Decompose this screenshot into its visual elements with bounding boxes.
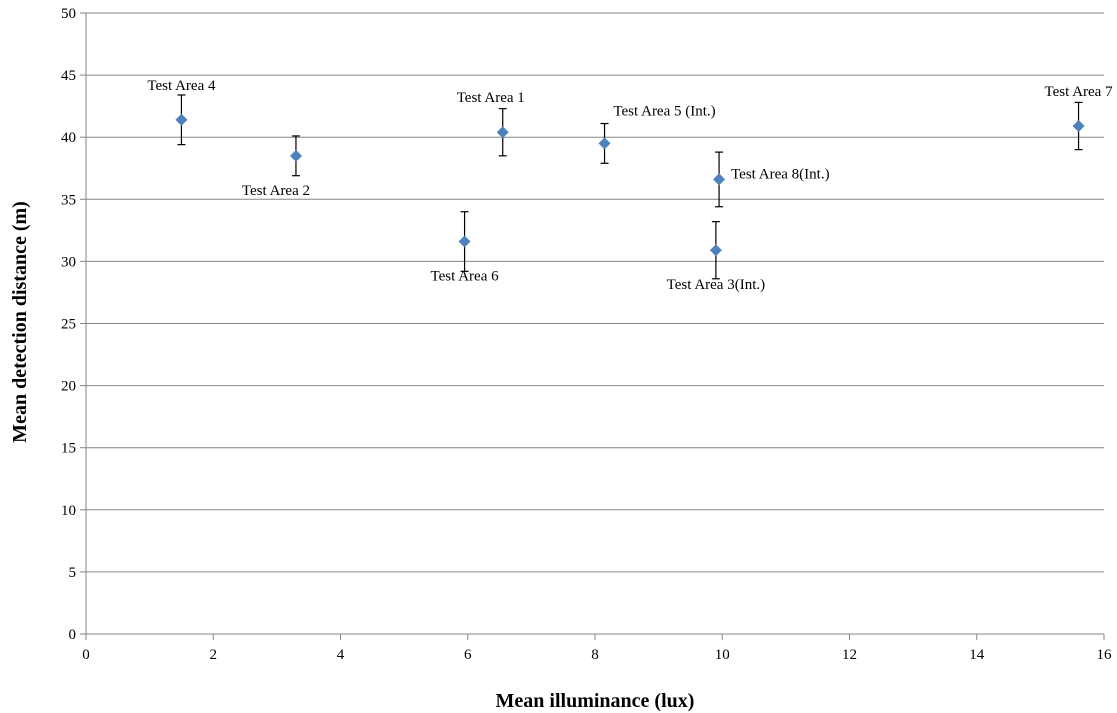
x-tick-label: 12 (842, 647, 857, 663)
data-point (496, 126, 509, 139)
y-tick-label: 30 (61, 254, 76, 270)
point-label: Test Area 4 (147, 78, 216, 94)
data-point (598, 137, 611, 150)
data-point (289, 149, 302, 162)
data-point (709, 244, 722, 257)
x-tick-label: 2 (210, 647, 218, 663)
point-label: Test Area 8(Int.) (731, 166, 830, 182)
y-tick-label: 0 (69, 627, 77, 643)
y-tick-label: 20 (61, 379, 76, 395)
y-tick-label: 15 (61, 441, 76, 457)
x-tick-label: 4 (337, 647, 345, 663)
data-point (1072, 120, 1085, 133)
point-label: Test Area 3(Int.) (667, 277, 766, 293)
point-label: Test Area 6 (431, 269, 500, 285)
y-tick-label: 25 (61, 317, 76, 333)
data-points (175, 113, 1085, 257)
y-tick-label: 10 (61, 503, 76, 519)
point-label: Test Area 7 (1045, 84, 1114, 100)
point-labels: Test Area 4 Test Area 2 Test Area 6 Test Ar… (147, 78, 1113, 293)
data-point (175, 113, 188, 126)
y-axis-title: Mean detection distance (m) (9, 201, 31, 443)
x-tick-label: 16 (1097, 647, 1113, 663)
x-tick-label: 6 (464, 647, 472, 663)
x-tick-label: 10 (715, 647, 730, 663)
y-tick-label: 45 (61, 68, 76, 84)
error-bars (177, 94, 1083, 280)
y-axis-ticks: 0 5 10 15 20 25 30 35 40 45 50 (61, 6, 86, 643)
data-point (713, 173, 726, 186)
data-point (458, 235, 471, 248)
x-axis-ticks: 0 2 4 6 8 10 12 14 16 (82, 634, 1112, 663)
y-tick-label: 40 (61, 130, 76, 146)
point-label: Test Area 2 (242, 183, 310, 199)
y-tick-label: 50 (61, 6, 76, 22)
point-label: Test Area 5 (Int.) (613, 103, 715, 119)
y-tick-label: 35 (61, 192, 76, 208)
x-tick-label: 14 (969, 647, 985, 663)
point-label: Test Area 1 (457, 90, 525, 106)
x-tick-label: 0 (82, 647, 90, 663)
x-tick-label: 8 (591, 647, 599, 663)
x-axis-title: Mean illuminance (lux) (496, 690, 695, 712)
gridlines (86, 12, 1104, 573)
y-tick-label: 5 (69, 565, 77, 581)
